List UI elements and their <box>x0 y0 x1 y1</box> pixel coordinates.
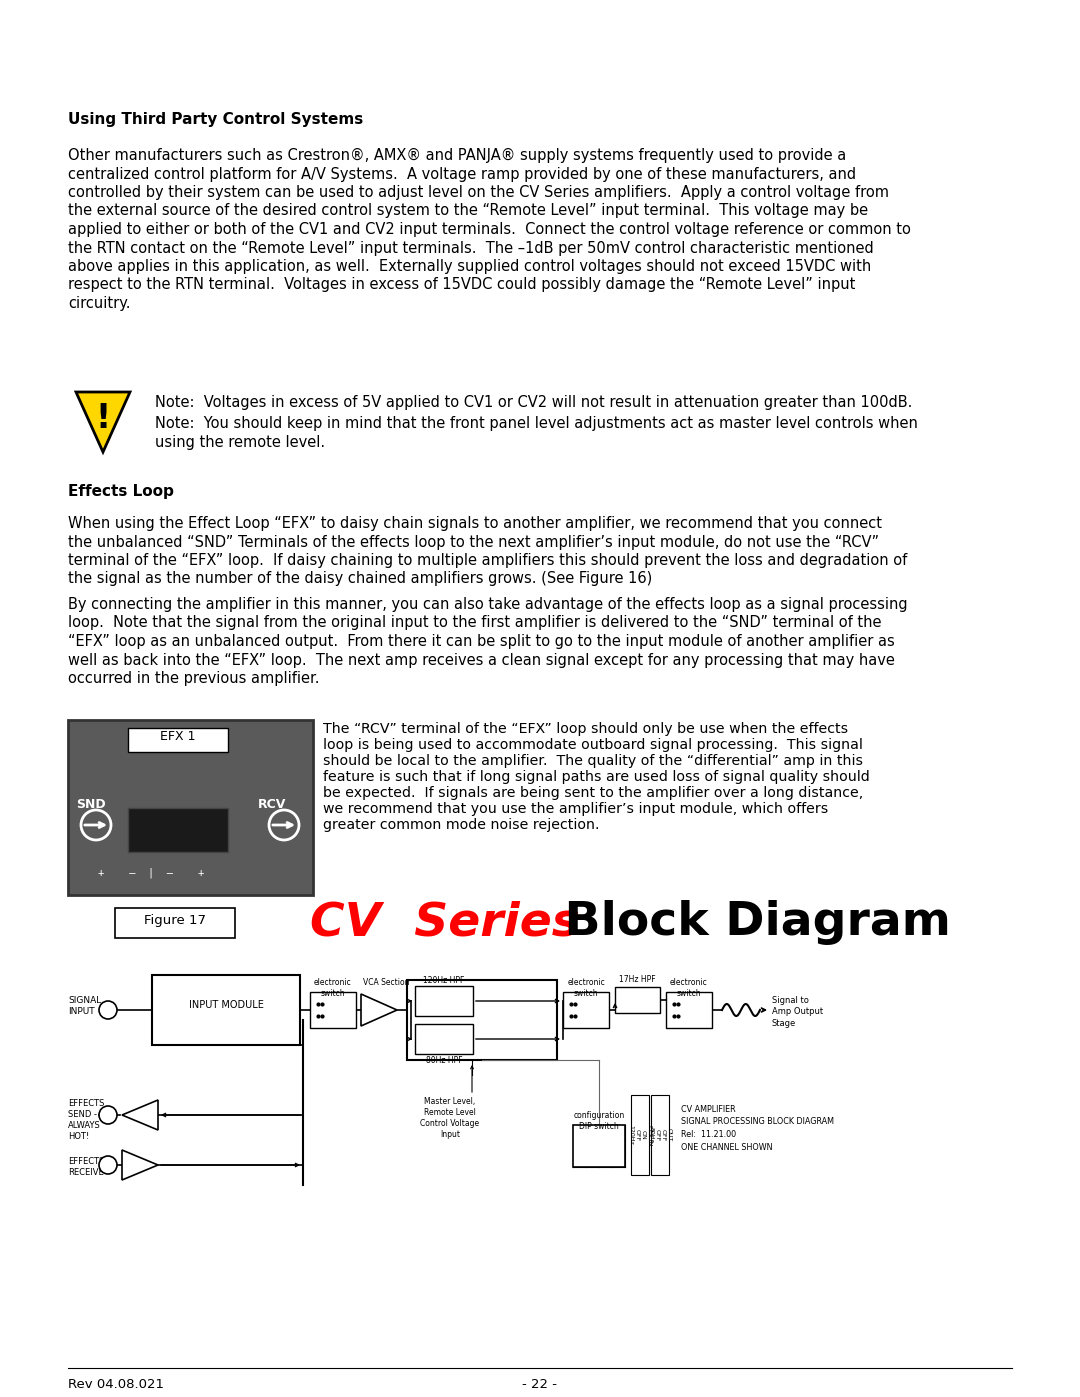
Text: terminal of the “EFX” loop.  If daisy chaining to multiple amplifiers this shoul: terminal of the “EFX” loop. If daisy cha… <box>68 553 907 569</box>
FancyBboxPatch shape <box>129 807 228 852</box>
Text: “EFX” loop as an unbalanced output.  From there it can be split to go to the inp: “EFX” loop as an unbalanced output. From… <box>68 634 894 650</box>
FancyBboxPatch shape <box>407 981 557 1060</box>
FancyBboxPatch shape <box>129 728 228 752</box>
FancyBboxPatch shape <box>114 908 235 937</box>
FancyBboxPatch shape <box>415 986 473 1016</box>
Text: electronic
switch: electronic switch <box>567 978 605 997</box>
Text: SIGNAL
INPUT: SIGNAL INPUT <box>68 996 102 1016</box>
Text: CV AMPLIFIER
SIGNAL PROCESSING BLOCK DIAGRAM
Rel:  11.21.00
ONE CHANNEL SHOWN: CV AMPLIFIER SIGNAL PROCESSING BLOCK DIA… <box>681 1105 834 1151</box>
Text: When using the Effect Loop “EFX” to daisy chain signals to another amplifier, we: When using the Effect Loop “EFX” to dais… <box>68 515 882 531</box>
FancyBboxPatch shape <box>666 992 712 1028</box>
Circle shape <box>99 1155 117 1173</box>
Text: Figure 17: Figure 17 <box>144 914 206 928</box>
Text: be expected.  If signals are being sent to the amplifier over a long distance,: be expected. If signals are being sent t… <box>323 787 863 800</box>
Text: 80Hz HPF: 80Hz HPF <box>426 1056 462 1065</box>
Polygon shape <box>122 1150 158 1180</box>
Text: above applies in this application, as well.  Externally supplied control voltage: above applies in this application, as we… <box>68 258 872 274</box>
Text: using the remote level.: using the remote level. <box>156 434 325 450</box>
FancyBboxPatch shape <box>573 1125 625 1166</box>
FancyBboxPatch shape <box>651 1095 669 1175</box>
Text: loop.  Note that the signal from the original input to the first amplifier is de: loop. Note that the signal from the orig… <box>68 616 881 630</box>
Text: Note:  You should keep in mind that the front panel level adjustments act as mas: Note: You should keep in mind that the f… <box>156 416 918 432</box>
Text: the RTN contact on the “Remote Level” input terminals.  The –1dB per 50mV contro: the RTN contact on the “Remote Level” in… <box>68 240 874 256</box>
Text: electronic
switch: electronic switch <box>670 978 707 997</box>
Text: well as back into the “EFX” loop.  The next amp receives a clean signal except f: well as back into the “EFX” loop. The ne… <box>68 652 895 668</box>
Text: EFFECTS
RECEIVE: EFFECTS RECEIVE <box>68 1157 105 1178</box>
Text: SND: SND <box>76 798 106 812</box>
Text: electronic
switch: electronic switch <box>314 978 352 997</box>
Text: circuitry.: circuitry. <box>68 296 131 312</box>
Text: CV  Series: CV Series <box>310 900 580 944</box>
Text: EFFECTS
SEND -
ALWAYS
HOT!: EFFECTS SEND - ALWAYS HOT! <box>68 1099 105 1141</box>
Text: the unbalanced “SND” Terminals of the effects loop to the next amplifier’s input: the unbalanced “SND” Terminals of the ef… <box>68 535 879 549</box>
Text: 120Hz HPF: 120Hz HPF <box>423 977 464 985</box>
Text: controlled by their system can be used to adjust level on the CV Series amplifie: controlled by their system can be used t… <box>68 184 889 200</box>
Text: By connecting the amplifier in this manner, you can also take advantage of the e: By connecting the amplifier in this mann… <box>68 597 907 612</box>
Text: 17Hz HPF: 17Hz HPF <box>619 975 656 983</box>
Text: configuration
DIP switch: configuration DIP switch <box>573 1111 624 1132</box>
FancyBboxPatch shape <box>631 1095 649 1175</box>
Polygon shape <box>76 393 130 453</box>
FancyBboxPatch shape <box>152 975 300 1045</box>
Text: Rev 04.08.021: Rev 04.08.021 <box>68 1377 164 1391</box>
Text: RCV: RCV <box>258 798 286 812</box>
FancyBboxPatch shape <box>563 992 609 1028</box>
FancyBboxPatch shape <box>615 988 660 1013</box>
Text: greater common mode noise rejection.: greater common mode noise rejection. <box>323 819 599 833</box>
Text: The “RCV” terminal of the “EFX” loop should only be use when the effects: The “RCV” terminal of the “EFX” loop sho… <box>323 722 848 736</box>
Text: OUT
OFF
OFF
80Hz: OUT OFF OFF 80Hz <box>648 1127 672 1143</box>
Text: loop is being used to accommodate outboard signal processing.  This signal: loop is being used to accommodate outboa… <box>323 738 863 752</box>
Text: feature is such that if long signal paths are used loss of signal quality should: feature is such that if long signal path… <box>323 770 869 784</box>
Text: EFX IN
ON
OFF
120Hz: EFX IN ON OFF 120Hz <box>629 1125 652 1146</box>
Text: - 22 -: - 22 - <box>523 1377 557 1391</box>
Text: EFX 1: EFX 1 <box>160 731 195 743</box>
Text: Using Third Party Control Systems: Using Third Party Control Systems <box>68 112 363 127</box>
Text: Block Diagram: Block Diagram <box>548 900 950 944</box>
Polygon shape <box>361 995 397 1025</box>
Text: the signal as the number of the daisy chained amplifiers grows. (See Figure 16): the signal as the number of the daisy ch… <box>68 571 652 587</box>
Text: Signal to
Amp Output
Stage: Signal to Amp Output Stage <box>772 996 823 1028</box>
Text: should be local to the amplifier.  The quality of the “differential” amp in this: should be local to the amplifier. The qu… <box>323 754 863 768</box>
Circle shape <box>99 1106 117 1125</box>
Text: centralized control platform for A/V Systems.  A voltage ramp provided by one of: centralized control platform for A/V Sys… <box>68 166 856 182</box>
Text: we recommend that you use the amplifier’s input module, which offers: we recommend that you use the amplifier’… <box>323 802 828 816</box>
Text: applied to either or both of the CV1 and CV2 input terminals.  Connect the contr: applied to either or both of the CV1 and… <box>68 222 910 237</box>
Text: +    –  |  –    +: + – | – + <box>98 868 204 879</box>
FancyBboxPatch shape <box>68 719 313 895</box>
Text: !: ! <box>95 402 110 434</box>
Polygon shape <box>122 1099 158 1130</box>
Text: occurred in the previous amplifier.: occurred in the previous amplifier. <box>68 671 320 686</box>
Text: Note:  Voltages in excess of 5V applied to CV1 or CV2 will not result in attenua: Note: Voltages in excess of 5V applied t… <box>156 395 913 409</box>
Text: INPUT MODULE: INPUT MODULE <box>189 1000 264 1010</box>
Text: Effects Loop: Effects Loop <box>68 483 174 499</box>
Text: Master Level,
Remote Level
Control Voltage
Input: Master Level, Remote Level Control Volta… <box>420 1097 480 1140</box>
Text: the external source of the desired control system to the “Remote Level” input te: the external source of the desired contr… <box>68 204 868 218</box>
Text: respect to the RTN terminal.  Voltages in excess of 15VDC could possibly damage : respect to the RTN terminal. Voltages in… <box>68 278 855 292</box>
FancyBboxPatch shape <box>415 1024 473 1053</box>
FancyBboxPatch shape <box>310 992 356 1028</box>
Text: VCA Section: VCA Section <box>363 978 409 988</box>
Circle shape <box>99 1002 117 1018</box>
Text: Other manufacturers such as Crestron®, AMX® and PANJA® supply systems frequently: Other manufacturers such as Crestron®, A… <box>68 148 847 163</box>
